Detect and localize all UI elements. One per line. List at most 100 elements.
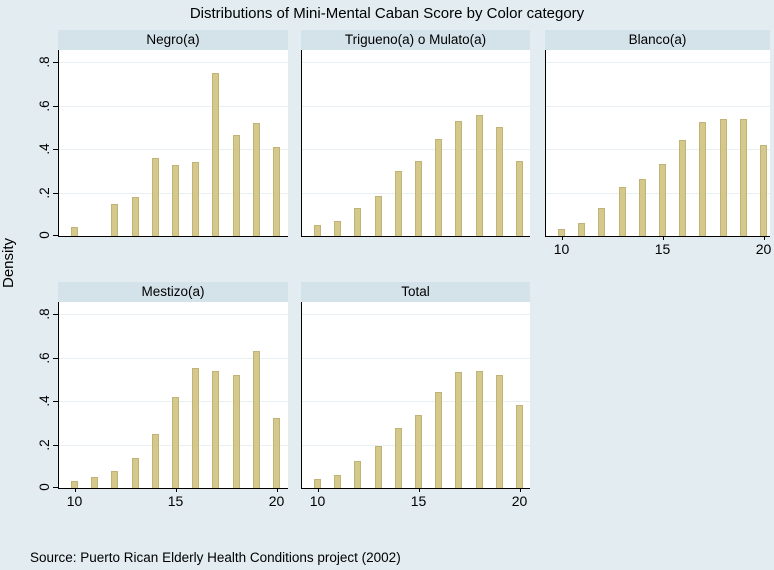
histogram-bar [415, 161, 422, 236]
y-tick [53, 149, 58, 150]
histogram-bar [659, 164, 666, 236]
gridline [546, 62, 770, 63]
histogram-bar [578, 223, 586, 236]
panel-header-trigueno: Trigueno(a) o Mulato(a) [301, 30, 530, 50]
plot-area-blanco: 10 15 20 [545, 50, 771, 257]
histogram-bar [151, 158, 159, 236]
y-tick [53, 314, 58, 315]
histogram-bar [374, 196, 382, 236]
panel-header-blanco: Blanco(a) [545, 30, 770, 50]
histogram-bar [232, 375, 240, 488]
x-tick-label: 10 [66, 493, 83, 509]
histogram-bar [618, 187, 626, 236]
histogram-bar [354, 208, 362, 236]
histogram-bar [273, 147, 280, 236]
histogram-bar [475, 371, 483, 488]
histogram-bar [394, 171, 402, 236]
panel-total: Total 10 15 20 [301, 282, 530, 509]
histogram-bar [91, 477, 99, 488]
histogram-bar [760, 145, 767, 236]
histogram-bar [394, 428, 402, 488]
y-tick [53, 62, 58, 63]
x-tick [74, 488, 76, 492]
plot-area-mestizo: 0 .2 .4 .6 .8 10 15 20 [37, 302, 288, 509]
gridline [302, 106, 530, 107]
histogram-bar [475, 115, 483, 236]
histogram-bar [71, 227, 78, 236]
histogram-bar [719, 119, 727, 236]
panel-header-mestizo: Mestizo(a) [58, 282, 288, 302]
histogram-bar [455, 121, 463, 236]
histogram-bar [699, 122, 707, 236]
x-tick-label: 15 [654, 241, 671, 257]
histogram-bar [71, 481, 78, 488]
y-tick-label: .2 [37, 187, 52, 199]
y-tick-label: .2 [37, 439, 52, 451]
x-tick [418, 488, 420, 492]
histogram-bar [314, 225, 321, 236]
x-tick-label: 10 [553, 241, 570, 257]
gridline [59, 358, 288, 359]
gridline [59, 149, 288, 150]
y-tick [53, 106, 58, 107]
gridline [59, 106, 288, 107]
panel-trigueno: Trigueno(a) o Mulato(a) [301, 30, 530, 237]
gridline [546, 193, 770, 194]
chart-title: Distributions of Mini-Mental Caban Score… [189, 5, 585, 22]
histogram-bar [354, 461, 362, 488]
histogram-bar [252, 351, 260, 488]
histogram-bar [111, 204, 119, 236]
y-tick [53, 401, 58, 402]
x-tick-label: 15 [167, 493, 184, 509]
histogram-bar [212, 73, 220, 236]
plot-area-negro: 0 .2 .4 .6 .8 [37, 50, 288, 239]
gridline [546, 149, 770, 150]
histogram-bar [111, 471, 119, 488]
gridline [302, 314, 530, 315]
histogram-bar [192, 368, 200, 488]
y-tick-label: .4 [37, 143, 52, 155]
panel-header-negro: Negro(a) [58, 30, 288, 50]
y-tick-label: .4 [37, 395, 52, 407]
histogram-bar [495, 375, 503, 488]
plot-area-total: 10 15 20 [301, 302, 530, 509]
y-tick-label: .8 [37, 308, 52, 320]
histogram-bar [435, 392, 443, 488]
histogram-bar [131, 197, 139, 236]
gridline [59, 314, 288, 315]
panel-mestizo: Mestizo(a) 0 .2 .4 .6 .8 10 15 20 [37, 282, 288, 509]
gridline [302, 401, 530, 402]
y-tick-label: .8 [37, 56, 52, 68]
histogram-bar [212, 371, 220, 488]
y-tick-label: 0 [37, 483, 52, 491]
panel-negro: Negro(a) 0 .2 .4 .6 .8 [37, 30, 288, 239]
histogram-bar [151, 434, 159, 488]
panel-header-total: Total [301, 282, 530, 302]
gridline [546, 106, 770, 107]
source-note: Source: Puerto Rican Elderly Health Cond… [30, 550, 401, 565]
plot-area-trigueno [301, 50, 530, 237]
gridline [59, 62, 288, 63]
histogram-bar [435, 139, 443, 236]
histogram-bar [516, 405, 523, 488]
y-tick-label: 0 [37, 231, 52, 239]
histogram-bar [334, 475, 342, 488]
y-tick-label: .6 [37, 100, 52, 112]
y-tick [53, 445, 58, 446]
y-tick [53, 358, 58, 359]
histogram-bar [172, 165, 179, 236]
histogram-bar [131, 458, 139, 488]
panel-blanco: Blanco(a) 10 15 20 [545, 30, 771, 257]
x-tick [276, 488, 278, 492]
histogram-bar [516, 161, 523, 236]
histogram-bar [314, 479, 321, 488]
x-tick-label: 20 [755, 241, 772, 257]
histogram-bar [415, 415, 422, 488]
gridline [302, 149, 530, 150]
histogram-bar [232, 135, 240, 236]
x-tick-label: 15 [410, 493, 427, 509]
y-axis-title: Density [0, 237, 17, 289]
y-tick [53, 487, 58, 488]
x-tick [175, 488, 177, 492]
